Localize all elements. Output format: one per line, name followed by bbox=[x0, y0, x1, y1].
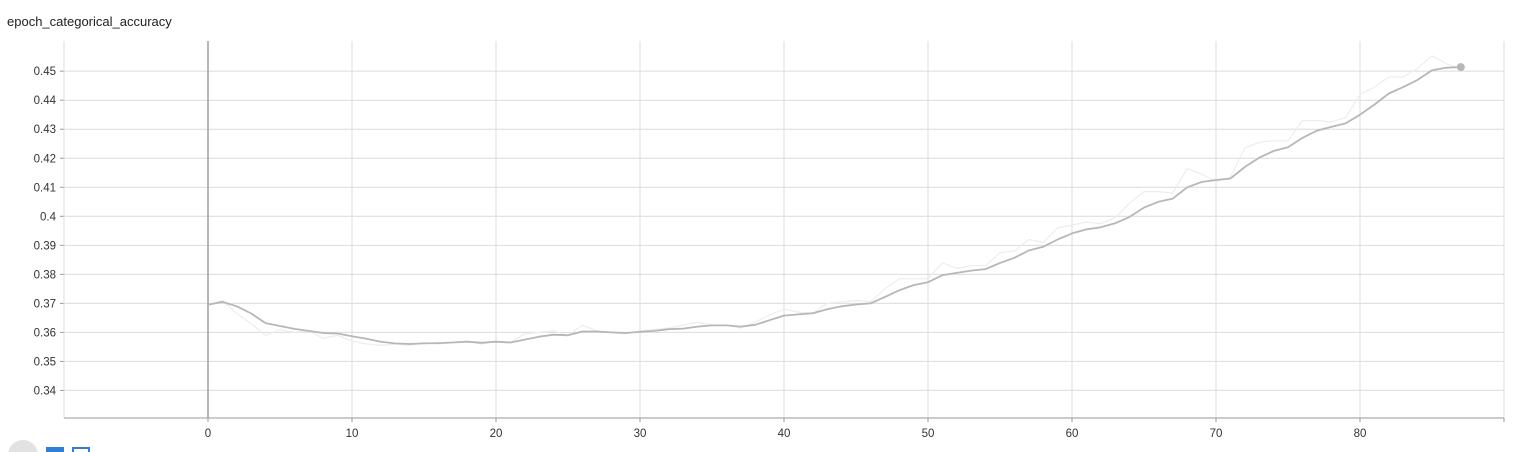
x-tick-label: 70 bbox=[1210, 428, 1223, 440]
x-tick-label: 60 bbox=[1066, 428, 1079, 440]
y-tick-label: 0.36 bbox=[34, 327, 56, 339]
series bbox=[207, 55, 1465, 346]
x-tick-label: 10 bbox=[346, 428, 359, 440]
y-tick-label: 0.34 bbox=[34, 385, 57, 397]
x-tick-labels: 0 10 20 30 40 50 60 70 80 bbox=[205, 428, 1367, 440]
y-tick-label: 0.45 bbox=[34, 66, 56, 78]
chart-toolbar bbox=[8, 440, 90, 452]
y-tick-label: 0.4 bbox=[40, 211, 57, 223]
x-tick-label: 40 bbox=[778, 428, 791, 440]
y-tick-label: 0.43 bbox=[34, 124, 56, 136]
x-tick-label: 80 bbox=[1354, 428, 1367, 440]
gridlines bbox=[64, 41, 1504, 418]
x-tick-label: 30 bbox=[634, 428, 647, 440]
fit-domain-button[interactable] bbox=[72, 447, 90, 452]
y-tick-label: 0.42 bbox=[34, 153, 56, 165]
y-tick-label: 0.41 bbox=[34, 182, 56, 194]
x-tick-label: 20 bbox=[490, 428, 503, 440]
x-tick-label: 0 bbox=[205, 428, 211, 440]
toggle-log-button[interactable] bbox=[46, 447, 64, 452]
x-tick-label: 50 bbox=[922, 428, 935, 440]
y-tick-label: 0.39 bbox=[34, 240, 56, 252]
series-line-raw bbox=[207, 55, 1461, 346]
y-tick-label: 0.44 bbox=[34, 95, 57, 107]
series-line-smoothed bbox=[207, 66, 1461, 345]
expand-button[interactable] bbox=[8, 440, 38, 452]
line-chart[interactable]: 0.34 0.35 0.36 0.37 0.38 0.39 0.4 0.41 0.42 0.43 0… bbox=[0, 0, 1522, 440]
y-tick-labels: 0.34 0.35 0.36 0.37 0.38 0.39 0.4 0.41 0.42 0.43 0… bbox=[34, 66, 57, 397]
y-tick-label: 0.37 bbox=[34, 298, 56, 310]
series-endpoint-marker bbox=[1456, 63, 1465, 72]
y-tick-label: 0.38 bbox=[34, 269, 56, 281]
axes bbox=[60, 41, 1505, 422]
chart-title: epoch_categorical_accuracy bbox=[7, 14, 172, 29]
y-tick-label: 0.35 bbox=[34, 356, 56, 368]
